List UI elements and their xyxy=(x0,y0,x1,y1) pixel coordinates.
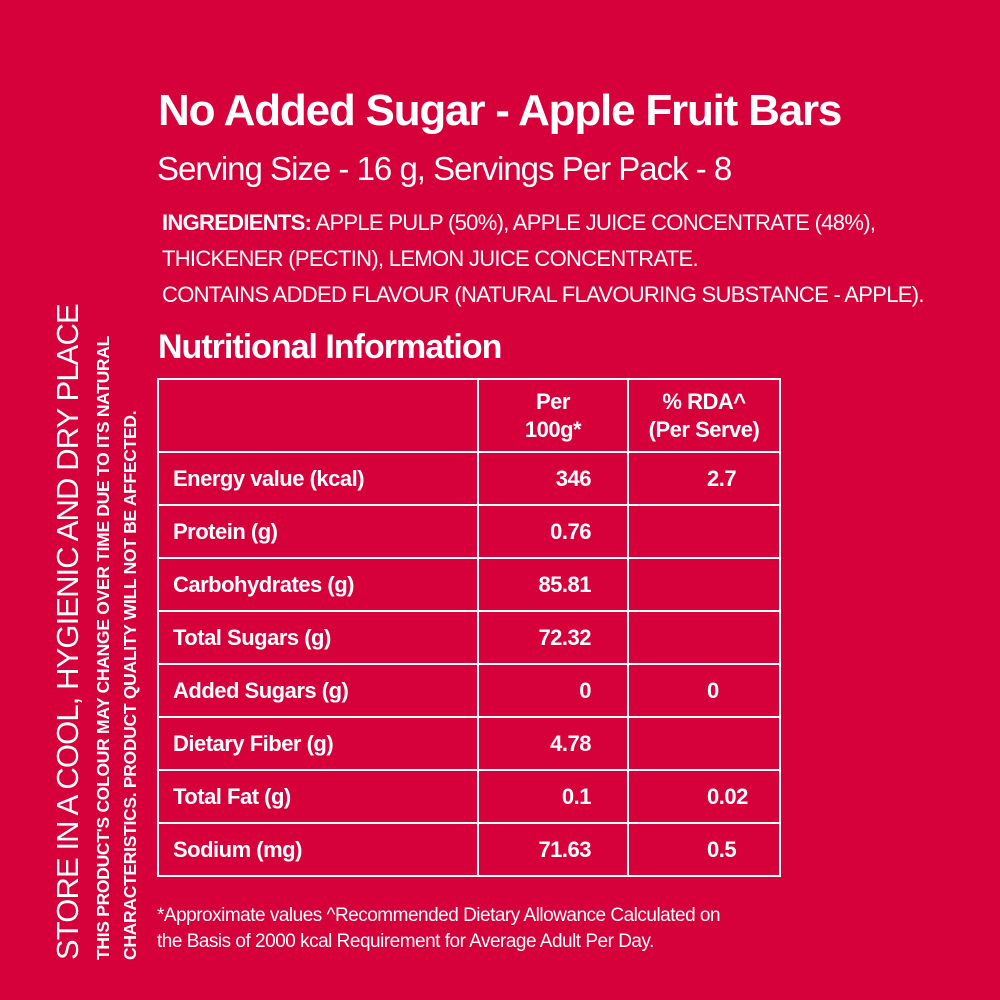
ingredients-line-2: THICKENER (PECTIN), LEMON JUICE CONCENTR… xyxy=(162,246,699,271)
colour-notice-line-1: THIS PRODUCT'S COLOUR MAY CHANGE OVER TI… xyxy=(93,336,113,960)
nutrient-name: Sodium (mg) xyxy=(157,822,479,877)
nutrient-per-100g: 0.1 xyxy=(477,769,629,824)
nutrient-rda: 2.7 xyxy=(627,451,781,506)
ingredients-line-1: INGREDIENTS: APPLE PULP (50%), APPLE JUI… xyxy=(162,205,992,241)
ingredients-block: INGREDIENTS: APPLE PULP (50%), APPLE JUI… xyxy=(162,205,992,313)
footnote-line-2: the Basis of 2000 kcal Requirement for A… xyxy=(157,931,654,952)
storage-instruction: STORE IN A COOL, HYGIENIC AND DRY PLACE xyxy=(50,304,85,960)
nutrient-name: Carbohydrates (g) xyxy=(157,557,479,612)
nutrient-per-100g: 0 xyxy=(477,663,629,718)
storage-side-text-inner: STORE IN A COOL, HYGIENIC AND DRY PLACE … xyxy=(46,240,144,960)
header-per-100g-line-1: Per xyxy=(536,388,570,414)
table-row: Added Sugars (g) 0 0 xyxy=(157,663,781,718)
nutrient-name: Dietary Fiber (g) xyxy=(157,716,479,771)
table-row: Total Fat (g) 0.1 0.02 xyxy=(157,769,781,824)
nutrition-table: Per 100g* % RDA^ (Per Serve) Energy valu… xyxy=(157,378,781,877)
nutrition-heading: Nutritional Information xyxy=(158,328,502,366)
table-row: Sodium (mg) 71.63 0.5 xyxy=(157,822,781,877)
footnote: *Approximate values ^Recommended Dietary… xyxy=(157,903,857,955)
table-row: Protein (g) 0.76 xyxy=(157,504,781,559)
header-per-100g: Per 100g* xyxy=(477,378,629,453)
nutrient-rda xyxy=(627,716,781,771)
header-rda-line-2: (Per Serve) xyxy=(648,416,760,442)
header-rda-line-1: % RDA^ xyxy=(662,388,746,414)
nutrient-rda xyxy=(627,610,781,665)
product-title: No Added Sugar - Apple Fruit Bars xyxy=(158,86,842,135)
table-row: Energy value (kcal) 346 2.7 xyxy=(157,451,781,506)
nutrient-per-100g: 72.32 xyxy=(477,610,629,665)
nutrient-name: Energy value (kcal) xyxy=(157,451,479,506)
nutrient-rda xyxy=(627,504,781,559)
nutrient-rda: 0.02 xyxy=(627,769,781,824)
nutrient-name: Total Fat (g) xyxy=(157,769,479,824)
header-rda: % RDA^ (Per Serve) xyxy=(627,378,781,453)
colour-notice-line-2: CHARACTERISTICS. PRODUCT QUALITY WILL NO… xyxy=(120,410,140,960)
nutrient-rda: 0 xyxy=(627,663,781,718)
table-row: Carbohydrates (g) 85.81 xyxy=(157,557,781,612)
table-row: Total Sugars (g) 72.32 xyxy=(157,610,781,665)
header-nutrient xyxy=(157,378,479,453)
nutrient-per-100g: 4.78 xyxy=(477,716,629,771)
nutrient-name: Total Sugars (g) xyxy=(157,610,479,665)
nutrient-per-100g: 85.81 xyxy=(477,557,629,612)
serving-info: Serving Size - 16 g, Servings Per Pack -… xyxy=(157,150,732,187)
ingredients-label: INGREDIENTS: xyxy=(162,210,312,235)
footnote-line-1: *Approximate values ^Recommended Dietary… xyxy=(157,905,721,926)
nutrient-per-100g: 71.63 xyxy=(477,822,629,877)
nutrient-rda xyxy=(627,557,781,612)
header-per-100g-line-2: 100g* xyxy=(524,416,582,442)
nutrient-per-100g: 0.76 xyxy=(477,504,629,559)
ingredients-line-3: CONTAINS ADDED FLAVOUR (NATURAL FLAVOURI… xyxy=(162,282,924,307)
table-row: Dietary Fiber (g) 4.78 xyxy=(157,716,781,771)
nutrient-per-100g: 346 xyxy=(477,451,629,506)
nutrient-rda: 0.5 xyxy=(627,822,781,877)
ingredients-text-1: APPLE PULP (50%), APPLE JUICE CONCENTRAT… xyxy=(311,210,876,235)
table-header-row: Per 100g* % RDA^ (Per Serve) xyxy=(157,378,781,453)
nutrient-name: Added Sugars (g) xyxy=(157,663,479,718)
nutrient-name: Protein (g) xyxy=(157,504,479,559)
